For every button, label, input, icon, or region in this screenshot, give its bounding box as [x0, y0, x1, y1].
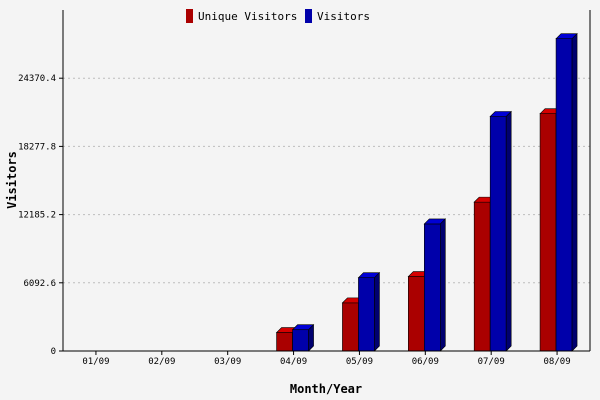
bar-side	[374, 271, 380, 352]
bar-front	[424, 223, 441, 352]
bar	[423, 218, 447, 352]
x-tick-label: 02/09	[148, 357, 175, 367]
y-tick-labels: 0 6092.6 12185.2 18277.8 24370.4	[18, 74, 63, 357]
bar	[357, 271, 381, 352]
legend-label: Visitors	[317, 10, 370, 23]
y-tick-label: 24370.4	[18, 74, 56, 84]
x-tick-label: 03/09	[214, 357, 241, 367]
bar	[489, 110, 512, 352]
x-tick-label: 05/09	[346, 357, 373, 367]
bars	[275, 32, 578, 352]
x-tick-label: 08/09	[544, 357, 571, 367]
bar-side	[440, 218, 446, 352]
bar-front	[408, 276, 425, 352]
y-tick-label: 12185.2	[18, 211, 56, 221]
y-tick-label: 18277.8	[18, 142, 56, 152]
bar-front	[555, 38, 573, 352]
bar-front	[292, 329, 309, 352]
x-tick-label: 07/09	[478, 357, 505, 367]
y-tick-label: 0	[51, 347, 56, 357]
y-tick-label: 6092.6	[23, 279, 56, 289]
bar-front	[342, 302, 359, 352]
bar-front	[358, 277, 375, 352]
bar-side	[571, 32, 578, 352]
x-tick-label: 01/09	[82, 357, 109, 367]
legend-item: Visitors	[305, 9, 370, 23]
y-axis-title: Visitors	[5, 151, 19, 209]
bar	[555, 32, 578, 352]
bar	[291, 324, 315, 352]
legend-label: Unique Visitors	[198, 10, 297, 23]
bar-front	[489, 116, 507, 352]
x-tick-label: 04/09	[280, 357, 307, 367]
x-axis-title: Month/Year	[290, 382, 362, 396]
x-tick-label: 06/09	[412, 357, 439, 367]
bar-front	[539, 113, 557, 352]
axes	[62, 10, 591, 352]
x-tick-labels: 01/09 02/09 03/09 04/09 05/09 06/09 07/09 08/09	[82, 351, 571, 367]
bar-side	[308, 324, 314, 352]
bar-front	[473, 201, 491, 352]
legend-item: Unique Visitors	[186, 9, 297, 23]
legend-swatch	[305, 9, 312, 23]
bar-side	[505, 110, 512, 352]
legend: Unique Visitors Visitors	[186, 9, 370, 23]
legend-swatch	[186, 9, 193, 23]
bar-front	[276, 332, 293, 352]
